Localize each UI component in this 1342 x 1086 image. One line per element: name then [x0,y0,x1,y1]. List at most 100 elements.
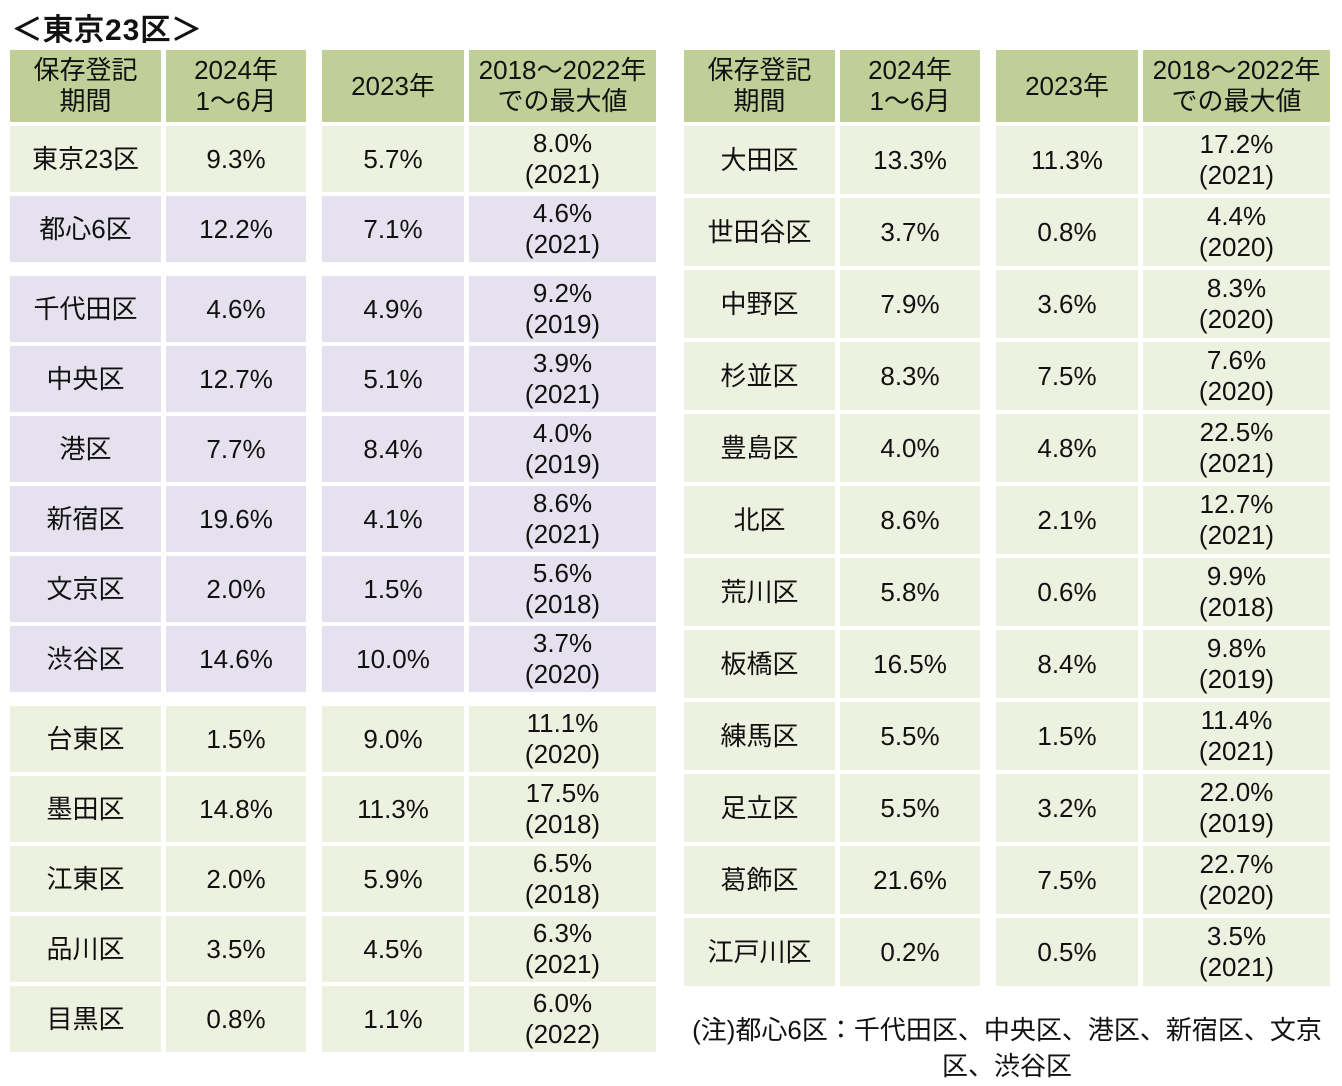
max-year: (2019) [1198,664,1275,694]
value-2023-cell: 1.5% [996,702,1138,770]
ward-name-cell: 目黒区 [10,986,161,1052]
ward-name-cell: 足立区 [684,774,835,842]
value-2023-cell: 11.3% [996,126,1138,194]
column-spacer [985,486,991,554]
max-value: 3.9% [532,348,593,378]
table-row: 豊島区 4.0% 4.8% 22.5% (2021) [684,414,1330,482]
column-spacer [985,630,991,698]
table-tokyo-wards-left: 保存登記 期間 2024年 1～6月 2023年 2018～2022年 での最大… [10,50,656,1052]
value-2023-cell: 7.5% [996,846,1138,914]
value-2024-cell: 5.5% [840,774,980,842]
column-spacer [985,414,991,482]
ward-name-cell: 品川区 [10,916,161,982]
page-title: ＜東京23区＞ [12,14,203,47]
header-max-2018-2022: 2018～2022年 での最大値 [1143,50,1330,122]
value-2023-cell: 4.8% [996,414,1138,482]
table-row: 世田谷区 3.7% 0.8% 4.4% (2020) [684,198,1330,266]
max-value-cell: 5.6% (2018) [469,556,656,622]
table-row: 東京23区 9.3% 5.7% 8.0% (2021) [10,126,656,192]
value-2024-cell: 21.6% [840,846,980,914]
column-spacer [985,342,991,410]
ward-name-cell: 大田区 [684,126,835,194]
value-2024-cell: 4.6% [166,276,306,342]
value-2023-cell: 1.5% [322,556,464,622]
max-year: (2021) [524,229,601,259]
value-2024-cell: 3.5% [166,916,306,982]
max-value: 11.4% [1200,705,1273,735]
ward-name-cell: 墨田区 [10,776,161,842]
table-row: 足立区 5.5% 3.2% 22.0% (2019) [684,774,1330,842]
max-value-cell: 4.6% (2021) [469,196,656,262]
max-value-cell: 4.4% (2020) [1143,198,1330,266]
column-spacer [311,556,317,622]
max-value: 3.7% [532,628,593,658]
max-year: (2020) [1198,880,1275,910]
column-spacer [311,776,317,842]
footnote: (注)都心6区：千代田区、中央区、港区、新宿区、文京区、渋谷区 [692,1015,1322,1081]
ward-name-cell: 江戸川区 [684,918,835,986]
ward-name-cell: 練馬区 [684,702,835,770]
value-2024-cell: 5.5% [840,702,980,770]
value-2024-cell: 2.0% [166,846,306,912]
ward-name-cell: 台東区 [10,706,161,772]
max-value-cell: 3.5% (2021) [1143,918,1330,986]
value-2024-cell: 8.3% [840,342,980,410]
value-2024-cell: 7.9% [840,270,980,338]
max-value-cell: 9.9% (2018) [1143,558,1330,626]
table-row: 千代田区 4.6% 4.9% 9.2% (2019) [10,276,656,342]
max-value-cell: 11.1% (2020) [469,706,656,772]
max-year: (2021) [1198,448,1275,478]
table-row: 板橋区 16.5% 8.4% 9.8% (2019) [684,630,1330,698]
value-2023-cell: 0.6% [996,558,1138,626]
column-spacer [985,774,991,842]
table-row: 文京区 2.0% 1.5% 5.6% (2018) [10,556,656,622]
column-spacer [311,126,317,192]
value-2023-cell: 4.5% [322,916,464,982]
max-value-cell: 3.7% (2020) [469,626,656,692]
table-row: 中野区 7.9% 3.6% 8.3% (2020) [684,270,1330,338]
column-spacer [311,50,317,122]
max-value-cell: 6.5% (2018) [469,846,656,912]
max-value: 4.0% [532,418,593,448]
value-2024-cell: 7.7% [166,416,306,482]
max-year: (2018) [524,809,601,839]
left-table-header-row: 保存登記 期間 2024年 1～6月 2023年 2018～2022年 での最大… [10,50,656,122]
value-2023-cell: 10.0% [322,626,464,692]
value-2024-cell: 2.0% [166,556,306,622]
max-value: 12.7% [1199,489,1274,519]
column-spacer [311,276,317,342]
ward-name-cell: 中野区 [684,270,835,338]
ward-name-cell: 港区 [10,416,161,482]
max-year: (2021) [524,949,601,979]
max-value-cell: 8.6% (2021) [469,486,656,552]
value-2023-cell: 5.9% [322,846,464,912]
max-value-cell: 9.2% (2019) [469,276,656,342]
column-spacer [985,846,991,914]
table-row: 港区 7.7% 8.4% 4.0% (2019) [10,416,656,482]
ward-name-cell: 新宿区 [10,486,161,552]
column-spacer [311,416,317,482]
max-value: 4.4% [1206,201,1267,231]
column-spacer [311,846,317,912]
table-row: 台東区 1.5% 9.0% 11.1% (2020) [10,706,656,772]
table-row: 練馬区 5.5% 1.5% 11.4% (2021) [684,702,1330,770]
column-spacer [985,126,991,194]
max-year: (2020) [524,659,601,689]
max-value: 6.0% [532,988,593,1018]
max-year: (2018) [1198,592,1275,622]
max-value: 22.5% [1199,417,1274,447]
max-year: (2019) [524,449,601,479]
ward-name-cell: 板橋区 [684,630,835,698]
max-year: (2020) [1198,232,1275,262]
max-value: 5.6% [532,558,593,588]
tables-area: 保存登記 期間 2024年 1～6月 2023年 2018～2022年 での最大… [10,50,1330,1052]
max-value-cell: 22.7% (2020) [1143,846,1330,914]
max-year: (2021) [1198,520,1275,550]
value-2024-cell: 8.6% [840,486,980,554]
max-value: 8.3% [1206,273,1267,303]
value-2023-cell: 7.5% [996,342,1138,410]
table-row: 葛飾区 21.6% 7.5% 22.7% (2020) [684,846,1330,914]
max-year: (2022) [524,1019,601,1049]
max-value: 22.0% [1199,777,1274,807]
max-value-cell: 17.5% (2018) [469,776,656,842]
